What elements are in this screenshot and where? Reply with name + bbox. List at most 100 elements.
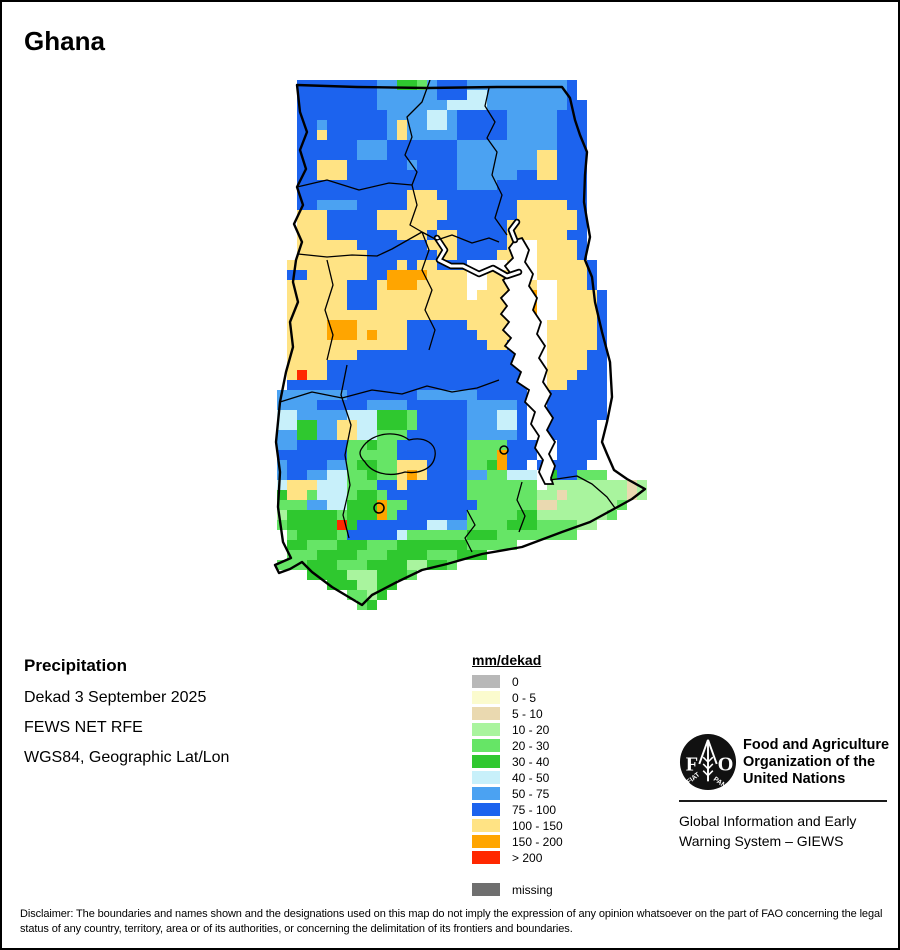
map-cell xyxy=(557,180,567,190)
map-cell xyxy=(427,110,437,120)
map-cell xyxy=(447,230,457,240)
map-cell xyxy=(537,110,547,120)
map-cell xyxy=(357,530,367,540)
map-cell xyxy=(587,280,597,290)
map-cell xyxy=(527,530,537,540)
map-cell xyxy=(467,480,477,490)
map-cell xyxy=(327,360,337,370)
map-cell xyxy=(487,180,497,190)
map-cell xyxy=(597,350,607,360)
map-cell xyxy=(447,150,457,160)
map-cell xyxy=(437,420,447,430)
map-cell xyxy=(507,280,517,290)
map-cell xyxy=(417,400,427,410)
map-cell xyxy=(447,470,457,480)
map-cell xyxy=(447,520,457,530)
map-cell xyxy=(297,170,307,180)
map-cell xyxy=(397,560,407,570)
map-cell xyxy=(377,400,387,410)
map-cell xyxy=(447,560,457,570)
map-cell xyxy=(517,490,527,500)
map-cell xyxy=(577,250,587,260)
map-cell xyxy=(527,180,537,190)
map-cell xyxy=(347,510,357,520)
map-cell xyxy=(417,300,427,310)
map-cell xyxy=(517,230,527,240)
map-cell xyxy=(347,240,357,250)
map-cell xyxy=(427,120,437,130)
map-cell xyxy=(497,260,507,270)
map-cell xyxy=(337,390,347,400)
map-cell xyxy=(377,250,387,260)
map-cell xyxy=(417,110,427,120)
map-cell xyxy=(367,230,377,240)
map-cell xyxy=(367,560,377,570)
map-cell xyxy=(327,130,337,140)
map-cell xyxy=(367,460,377,470)
map-cell xyxy=(407,300,417,310)
map-cell xyxy=(307,530,317,540)
map-cell xyxy=(577,300,587,310)
map-cell xyxy=(497,280,507,290)
map-cell xyxy=(457,510,467,520)
map-cell xyxy=(327,330,337,340)
map-cell xyxy=(417,240,427,250)
map-cell xyxy=(527,330,537,340)
map-cell xyxy=(377,110,387,120)
map-cell xyxy=(407,250,417,260)
map-cell xyxy=(527,160,537,170)
map-cell xyxy=(287,560,297,570)
map-cell xyxy=(517,450,527,460)
map-cell xyxy=(397,440,407,450)
map-cell xyxy=(357,410,367,420)
map-cell xyxy=(437,180,447,190)
map-cell xyxy=(517,250,527,260)
legend-item-missing: missing xyxy=(472,883,652,897)
map-cell xyxy=(287,270,297,280)
map-cell xyxy=(517,350,527,360)
map-cell xyxy=(467,120,477,130)
map-cell xyxy=(337,430,347,440)
map-cell xyxy=(367,290,377,300)
map-cell xyxy=(547,520,557,530)
map-cell xyxy=(577,360,587,370)
map-cell xyxy=(307,350,317,360)
map-cell xyxy=(537,350,547,360)
map-cell xyxy=(507,80,517,90)
map-cell xyxy=(597,400,607,410)
map-cell xyxy=(477,80,487,90)
map-cell xyxy=(347,370,357,380)
map-cell xyxy=(557,80,567,90)
map-cell xyxy=(477,220,487,230)
map-cell xyxy=(407,270,417,280)
map-cell xyxy=(327,150,337,160)
map-cell xyxy=(427,250,437,260)
map-cell xyxy=(417,380,427,390)
map-cell xyxy=(357,550,367,560)
map-cell xyxy=(437,340,447,350)
map-cell xyxy=(367,110,377,120)
map-cell xyxy=(537,480,547,490)
map-cell xyxy=(327,570,337,580)
map-cell xyxy=(507,370,517,380)
map-cell xyxy=(377,130,387,140)
map-cell xyxy=(467,220,477,230)
map-cell xyxy=(297,360,307,370)
map-cell xyxy=(567,530,577,540)
map-cell xyxy=(587,320,597,330)
map-cell xyxy=(287,350,297,360)
map-cell xyxy=(327,580,337,590)
map-cell xyxy=(337,500,347,510)
legend-swatch xyxy=(472,739,500,752)
map-cell xyxy=(617,480,627,490)
map-cell xyxy=(567,340,577,350)
map-cell xyxy=(507,330,517,340)
map-cell xyxy=(477,150,487,160)
map-cell xyxy=(467,280,477,290)
map-cell xyxy=(507,290,517,300)
map-cell xyxy=(547,130,557,140)
map-cell xyxy=(497,490,507,500)
map-cell xyxy=(457,340,467,350)
map-cell xyxy=(377,490,387,500)
